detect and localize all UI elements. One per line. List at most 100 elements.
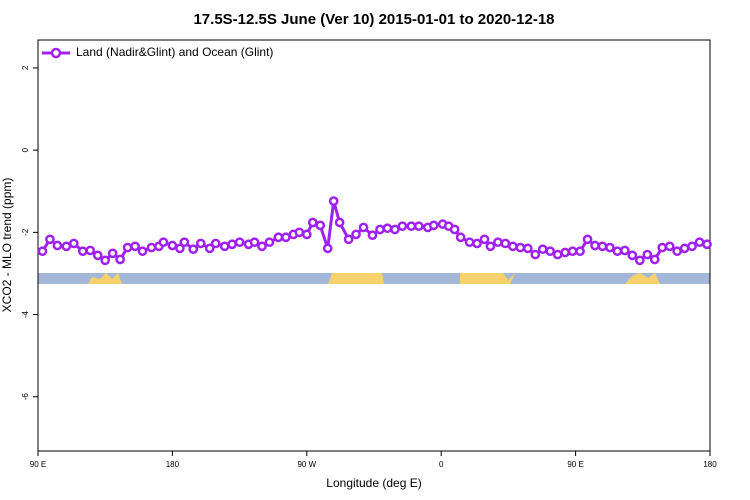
point	[649, 254, 660, 265]
x-tick-label: 0	[439, 460, 444, 469]
y-axis-label: XCO2 - MLO trend (ppm)	[0, 178, 14, 313]
point	[382, 223, 393, 234]
y-tick-label: -4	[21, 310, 30, 318]
point	[367, 230, 378, 241]
x-tick-label: 90 E	[567, 460, 583, 469]
point	[428, 220, 439, 231]
point	[92, 250, 103, 261]
point	[694, 237, 705, 248]
point	[179, 237, 190, 248]
point	[612, 246, 623, 257]
point	[45, 234, 55, 245]
point	[552, 249, 563, 260]
point	[455, 232, 466, 243]
point	[679, 243, 690, 254]
land-patch	[460, 273, 515, 284]
point	[100, 255, 111, 266]
point	[464, 237, 475, 248]
point	[37, 246, 48, 257]
point	[627, 250, 638, 261]
land-patch	[625, 273, 660, 284]
point	[406, 221, 417, 232]
point	[515, 242, 526, 253]
point	[167, 240, 178, 251]
x-axis-label: Longitude (deg E)	[326, 476, 421, 490]
point	[537, 244, 548, 255]
point	[664, 241, 675, 252]
point	[358, 222, 369, 233]
point	[249, 237, 260, 248]
point	[449, 224, 460, 235]
legend: Land (Nadir&Glint) and Ocean (Glint)	[42, 45, 273, 59]
x-tick-label: 90 E	[30, 460, 46, 469]
point	[195, 238, 206, 249]
point	[560, 247, 570, 258]
point	[264, 237, 275, 248]
point	[351, 229, 361, 240]
point	[522, 243, 533, 254]
point	[77, 246, 88, 257]
point	[107, 248, 118, 259]
point	[672, 246, 682, 257]
point	[343, 234, 354, 245]
point	[294, 227, 305, 238]
point	[508, 241, 518, 252]
point	[146, 242, 157, 253]
point	[634, 255, 645, 266]
point	[567, 246, 578, 257]
y-tick-label: 0	[21, 147, 30, 152]
point	[52, 240, 63, 251]
point	[130, 241, 140, 252]
point	[61, 241, 72, 252]
x-tick-label: 90 W	[297, 460, 316, 469]
point	[301, 229, 312, 240]
point	[315, 220, 326, 231]
land-ocean-strip	[38, 273, 710, 284]
point	[375, 224, 385, 235]
point	[204, 243, 215, 254]
point	[642, 249, 653, 260]
point	[620, 245, 630, 256]
land-patch	[328, 273, 384, 284]
point	[413, 221, 424, 232]
point	[137, 246, 148, 257]
point	[158, 237, 169, 248]
point	[227, 239, 237, 250]
point	[485, 241, 496, 252]
x-tick-label: 180	[703, 460, 717, 469]
y-tick-label: 2	[21, 65, 30, 70]
y-tick-label: -2	[21, 228, 30, 236]
chart-title: 17.5S-12.5S June (Ver 10) 2015-01-01 to …	[193, 11, 554, 28]
point	[188, 244, 199, 255]
point	[605, 242, 615, 253]
point	[322, 243, 333, 254]
point	[334, 217, 345, 228]
point	[210, 238, 221, 249]
point	[175, 243, 185, 254]
point	[273, 232, 284, 243]
point	[500, 238, 511, 249]
legend-marker	[50, 47, 62, 59]
point	[328, 196, 339, 206]
point	[234, 237, 245, 248]
point	[390, 224, 400, 235]
point	[582, 234, 593, 245]
y-tick-label: -6	[21, 393, 30, 401]
point	[397, 221, 408, 232]
point	[219, 241, 230, 252]
point	[68, 238, 79, 249]
legend-label: Land (Nadir&Glint) and Ocean (Glint)	[76, 45, 273, 59]
point	[115, 254, 125, 265]
point	[597, 241, 608, 252]
point	[657, 242, 668, 253]
point	[307, 217, 318, 228]
point	[575, 246, 585, 257]
point	[281, 232, 291, 243]
point	[479, 234, 490, 245]
point	[472, 238, 482, 249]
point	[493, 237, 503, 248]
point	[590, 240, 600, 251]
point	[257, 241, 267, 252]
x-tick-label: 180	[166, 460, 180, 469]
point	[530, 249, 541, 260]
